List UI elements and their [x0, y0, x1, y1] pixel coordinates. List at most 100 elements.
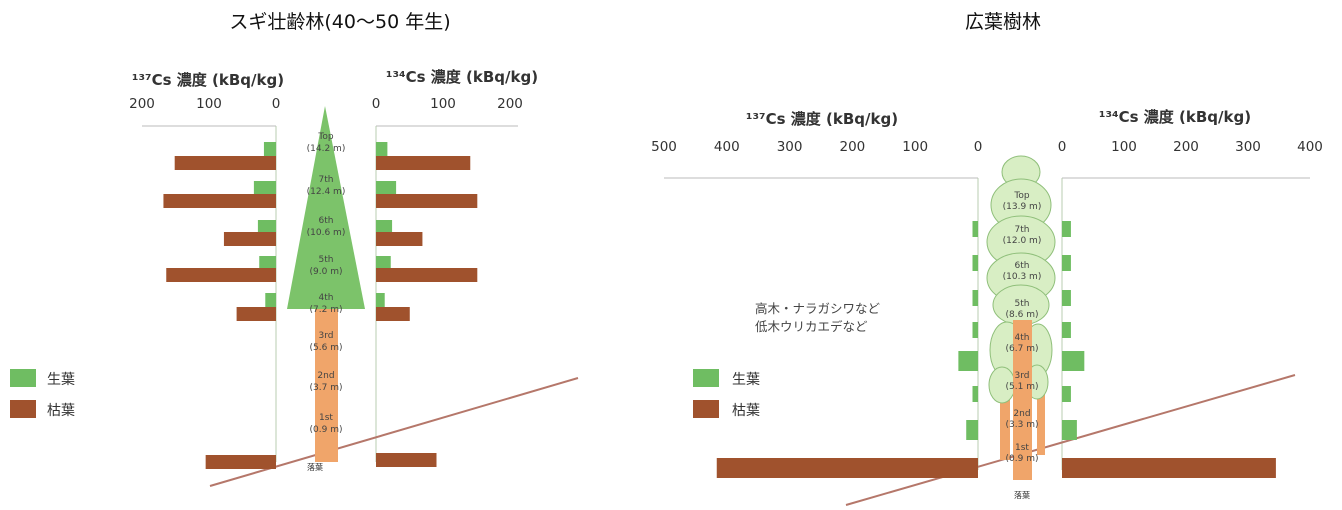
cedar-green-bar-134 — [376, 181, 396, 195]
broadleaf-green-bar-137 — [973, 322, 978, 338]
broadleaf-annotation-2: 低木ウリカエデなど — [755, 319, 868, 334]
broadleaf-green-bar-134 — [1062, 351, 1084, 371]
broadleaf-level-height: (6.7 m) — [1006, 344, 1039, 354]
cedar-green-bar-137 — [259, 256, 276, 270]
broadleaf-right-axis-label: ¹³⁴Cs 濃度 (kBq/kg) — [1099, 108, 1251, 126]
cedar-ground-label: 落葉 — [307, 462, 323, 472]
cedar-green-bar-134 — [376, 256, 391, 270]
cedar-trunk — [315, 300, 338, 462]
broadleaf-legend: 生葉 枯葉 — [693, 369, 760, 419]
broadleaf-green-bar-134 — [1062, 255, 1071, 271]
cedar-green-bar-137 — [258, 220, 276, 234]
cedar-left-axis-label: ¹³⁷Cs 濃度 (kBq/kg) — [132, 71, 284, 89]
broadleaf-left-tick-label: 200 — [840, 139, 866, 155]
broadleaf-green-bar-137 — [973, 386, 978, 402]
broadleaf-left-tick-label: 300 — [777, 139, 803, 155]
cedar-level-height: (5.6 m) — [310, 343, 343, 353]
broadleaf-left-tick-label: 0 — [974, 139, 983, 155]
broadleaf-left-tick-label: 400 — [714, 139, 740, 155]
cedar-level-name: 6th — [319, 216, 334, 226]
broadleaf-level-name: 7th — [1015, 225, 1030, 235]
cedar-green-bar-137 — [265, 293, 276, 307]
broadleaf-level-name: 4th — [1015, 333, 1030, 343]
legend-label-brown: 枯葉 — [47, 403, 75, 419]
cedar-brown-bar-137 — [166, 268, 276, 282]
broadleaf-annotation-1: 高木・ナラガシワなど — [755, 301, 881, 316]
broadleaf-level-height: (13.9 m) — [1003, 202, 1042, 212]
broadleaf-green-bar-134 — [1062, 221, 1071, 237]
broadleaf-level-name: 2nd — [1013, 409, 1030, 419]
cedar-level-name: 2nd — [317, 371, 334, 381]
broadleaf-green-bar-134 — [1062, 386, 1071, 402]
cedar-panel: スギ壮齢林(40～50 年生) ¹³⁷Cs 濃度 (kBq/kg) ¹³⁴Cs … — [10, 11, 578, 486]
cedar-left-tick-label: 0 — [272, 96, 281, 112]
cedar-ground-slope — [210, 378, 578, 486]
broadleaf-green-bar-137 — [966, 420, 978, 440]
broadleaf-right-tick-label: 200 — [1173, 139, 1199, 155]
broadleaf-right-tick-label: 400 — [1297, 139, 1323, 155]
broadleaf-level-height: (12.0 m) — [1003, 236, 1042, 246]
cedar-level-height: (10.6 m) — [307, 228, 346, 238]
cedar-litter-bar-137 — [206, 455, 276, 469]
broadleaf-left-tick-label: 500 — [651, 139, 677, 155]
cedar-green-bar-137 — [254, 181, 276, 195]
cedar-level-height: (3.7 m) — [310, 383, 343, 393]
legend-label-green: 生葉 — [47, 372, 75, 388]
cedar-right-tick-label: 0 — [372, 96, 381, 112]
broadleaf-green-bar-137 — [973, 221, 978, 237]
cedar-left-tick-label: 100 — [196, 96, 222, 112]
broadleaf-title: 広葉樹林 — [965, 11, 1041, 33]
broadleaf-green-bar-134 — [1062, 322, 1071, 338]
cedar-level-height: (7.2 m) — [310, 305, 343, 315]
cedar-brown-bar-134 — [376, 156, 470, 170]
broadleaf-right-tick-label: 300 — [1235, 139, 1261, 155]
broadleaf-green-bar-137 — [973, 290, 978, 306]
cedar-brown-bar-137 — [224, 232, 276, 246]
cedar-level-name: 5th — [319, 255, 334, 265]
cedar-right-tick-label: 200 — [497, 96, 523, 112]
cedar-green-bar-134 — [376, 220, 392, 234]
cedar-left-tick-label: 200 — [129, 96, 155, 112]
cedar-brown-bar-134 — [376, 268, 477, 282]
cedar-level-height: (12.4 m) — [307, 187, 346, 197]
cedar-level-height: (0.9 m) — [310, 425, 343, 435]
cedar-brown-bar-137 — [175, 156, 276, 170]
broadleaf-green-bar-137 — [973, 255, 978, 271]
cedar-level-name: 3rd — [319, 331, 334, 341]
broadleaf-ground-label: 落葉 — [1014, 490, 1030, 500]
cedar-level-name: Top — [317, 132, 333, 142]
cedar-brown-bar-134 — [376, 194, 477, 208]
cedar-brown-bar-137 — [163, 194, 276, 208]
cedar-green-bar-134 — [376, 293, 385, 307]
legend-label-brown: 枯葉 — [732, 403, 760, 419]
broadleaf-litter-bar-137 — [717, 458, 978, 478]
broadleaf-level-name: Top — [1013, 191, 1029, 201]
cedar-legend: 生葉 枯葉 — [10, 369, 75, 419]
cedar-brown-bar-134 — [376, 232, 422, 246]
broadleaf-level-name: 5th — [1015, 299, 1030, 309]
broadleaf-level-height: (0.9 m) — [1006, 454, 1039, 464]
cedar-level-name: 1st — [319, 413, 333, 423]
cedar-level-height: (9.0 m) — [310, 267, 343, 277]
broadleaf-left-axis-label: ¹³⁷Cs 濃度 (kBq/kg) — [746, 110, 898, 128]
broadleaf-level-name: 6th — [1015, 261, 1030, 271]
broadleaf-litter-bar-134 — [1062, 458, 1276, 478]
broadleaf-green-bar-134 — [1062, 290, 1071, 306]
cedar-green-bar-137 — [264, 142, 276, 156]
broadleaf-green-bar-134 — [1062, 420, 1077, 440]
broadleaf-level-name: 3rd — [1015, 371, 1030, 381]
cedar-litter-bar-134 — [376, 453, 437, 467]
legend-swatch-green — [10, 369, 36, 387]
broadleaf-right-tick-label: 100 — [1111, 139, 1137, 155]
legend-label-green: 生葉 — [732, 372, 760, 388]
legend-swatch-brown — [693, 400, 719, 418]
cedar-level-name: 7th — [319, 175, 334, 185]
cedar-brown-bar-137 — [237, 307, 276, 321]
broadleaf-green-bar-137 — [958, 351, 978, 371]
broadleaf-panel: 広葉樹林 ¹³⁷Cs 濃度 (kBq/kg) ¹³⁴Cs 濃度 (kBq/kg)… — [651, 11, 1323, 505]
broadleaf-level-height: (8.6 m) — [1006, 310, 1039, 320]
cedar-level-height: (14.2 m) — [307, 144, 346, 154]
broadleaf-right-tick-label: 0 — [1058, 139, 1067, 155]
cedar-title: スギ壮齢林(40～50 年生) — [229, 11, 450, 33]
